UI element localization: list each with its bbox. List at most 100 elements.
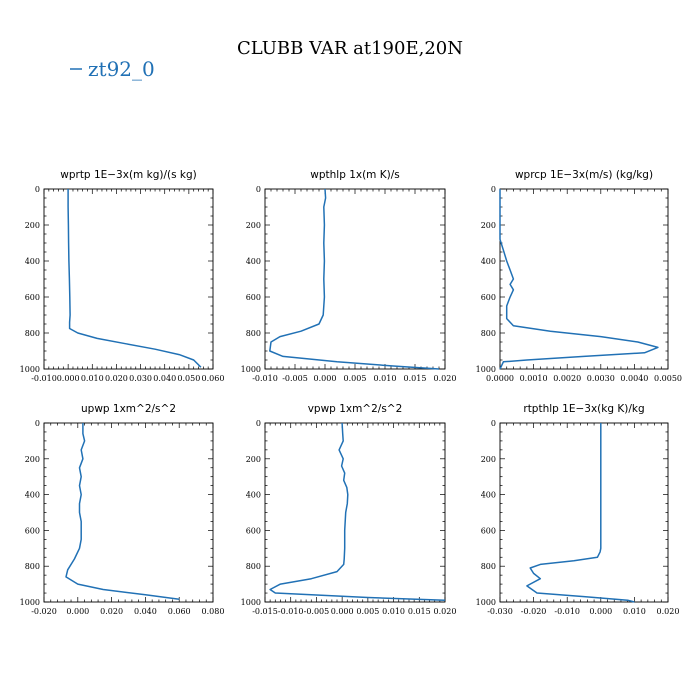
y-tick-label: 0: [256, 419, 261, 428]
x-tick-label: 0.040: [153, 374, 176, 383]
x-tick-label: 0.0030: [587, 374, 615, 383]
x-tick-label: -0.020: [521, 607, 547, 616]
x-tick-label: 0.000: [331, 607, 354, 616]
y-tick-label: 400: [481, 257, 496, 266]
series-line: [499, 189, 659, 370]
y-tick-label: 800: [481, 562, 496, 571]
panel-6: rtpthlp 1E−3x(kg K)/kg -0.030 -0.020 -0.010…: [476, 403, 680, 616]
y-tick-label: 600: [246, 293, 261, 302]
panel-1: wprtp 1E−3x(m kg)/(s kg) -0.010 0.000 0.010…: [20, 169, 225, 383]
x-tick-label: 0.020: [657, 607, 680, 616]
x-tick-label: 0.020: [100, 607, 123, 616]
panel-2: wpthlp 1x(m K)/s -0.010 -0.005 0.000 0.005 0.…: [241, 169, 457, 383]
x-tick-label: 0.0010: [520, 374, 548, 383]
x-tick-label: 0.005: [356, 607, 379, 616]
y-tick-label: 0: [35, 419, 40, 428]
series-line: [67, 189, 202, 368]
y-tick-label: 800: [246, 562, 261, 571]
y-tick-label: 1000: [476, 365, 496, 374]
y-tick-label: 600: [25, 526, 40, 535]
series-line: [65, 423, 180, 601]
y-tick-label: 800: [246, 329, 261, 338]
y-tick-label: 200: [25, 455, 40, 464]
panel-title: wprcp 1E−3x(m/s) (kg/kg): [515, 169, 653, 181]
y-tick-label: 600: [25, 293, 40, 302]
y-tick-label: 0: [256, 185, 261, 194]
y-tick-label: 0: [491, 419, 496, 428]
x-tick-label: 0.0050: [654, 374, 682, 383]
plot-frame: [43, 422, 214, 603]
plot-frame: [499, 188, 669, 370]
panel-title: rtpthlp 1E−3x(kg K)/kg: [523, 403, 644, 415]
y-tick-label: 200: [481, 221, 496, 230]
panel-3: wprcp 1E−3x(m/s) (kg/kg) 0.0000 0.0010 0.00…: [476, 169, 682, 383]
y-tick-label: 200: [25, 221, 40, 230]
x-tick-label: 0.010: [81, 374, 104, 383]
x-tick-label: 0.010: [374, 374, 397, 383]
y-tick-label: 200: [246, 455, 261, 464]
x-tick-label: -0.005: [282, 374, 308, 383]
x-tick-label: -0.015: [252, 607, 278, 616]
y-tick-label: 0: [491, 185, 496, 194]
series-line: [526, 423, 635, 603]
x-tick-label: 0.020: [434, 607, 457, 616]
x-tick-label: 0.030: [129, 374, 152, 383]
y-tick-label: 400: [246, 257, 261, 266]
y-tick-label: 200: [481, 455, 496, 464]
legend-label: zt92_0: [88, 57, 155, 81]
y-tick-label: 600: [481, 526, 496, 535]
plot-frame: [499, 422, 669, 603]
x-tick-label: 0.0020: [553, 374, 581, 383]
plot-frame: [264, 188, 446, 370]
y-tick-label: 400: [246, 491, 261, 500]
x-tick-label: 0.000: [66, 607, 89, 616]
x-tick-label: 0.060: [168, 607, 191, 616]
x-tick-label: -0.020: [31, 607, 57, 616]
panel-4: upwp 1xm^2/s^2 -0.020 0.000 0.020 0.040 0.060…: [20, 403, 225, 616]
y-tick-label: 1000: [241, 598, 261, 607]
y-tick-label: 400: [25, 257, 40, 266]
x-tick-label: 0.015: [408, 607, 431, 616]
x-tick-label: 0.0000: [486, 374, 514, 383]
x-tick-label: 0.020: [105, 374, 128, 383]
x-tick-label: -0.010: [554, 607, 580, 616]
panel-title: upwp 1xm^2/s^2: [81, 403, 176, 415]
y-tick-label: 1000: [241, 365, 261, 374]
x-tick-label: 0.000: [57, 374, 80, 383]
y-tick-label: 1000: [20, 365, 40, 374]
x-tick-label: 0.000: [589, 607, 612, 616]
x-tick-label: 0.080: [202, 607, 225, 616]
panel-5: vpwp 1xm^2/s^2-0.015 -0.010 -0.005 0.000 0.0…: [241, 403, 457, 616]
plot-frame: [264, 422, 446, 603]
series-line: [269, 422, 446, 601]
x-tick-label: 0.020: [434, 374, 457, 383]
y-tick-label: 1000: [476, 598, 496, 607]
figure-title: CLUBB VAR at190E,20N: [237, 38, 463, 59]
x-tick-label: 0.010: [382, 607, 405, 616]
x-tick-label: 0.040: [134, 607, 157, 616]
y-tick-label: 400: [25, 491, 40, 500]
y-tick-label: 800: [25, 562, 40, 571]
panel-title: wpthlp 1x(m K)/s: [310, 169, 400, 181]
y-tick-label: 600: [481, 293, 496, 302]
panels: wprtp 1E−3x(m kg)/(s kg)-0.010 0.000 0.010…: [20, 169, 682, 616]
x-tick-label: -0.010: [31, 374, 57, 383]
x-tick-label: -0.005: [304, 607, 330, 616]
panel-title: wprtp 1E−3x(m kg)/(s kg): [60, 169, 197, 181]
y-tick-label: 800: [25, 329, 40, 338]
x-tick-label: -0.010: [252, 374, 278, 383]
x-tick-label: -0.010: [278, 607, 304, 616]
series-line: [269, 188, 440, 370]
y-tick-label: 400: [481, 491, 496, 500]
x-tick-label: 0.050: [177, 374, 200, 383]
x-tick-label: 0.010: [623, 607, 646, 616]
x-tick-label: 0.0040: [620, 374, 648, 383]
y-tick-label: 200: [246, 221, 261, 230]
y-tick-label: 1000: [20, 598, 40, 607]
x-tick-label: 0.005: [344, 374, 367, 383]
x-tick-label: 0.060: [202, 374, 225, 383]
y-tick-label: 0: [35, 185, 40, 194]
x-tick-label: 0.015: [404, 374, 427, 383]
panel-title: vpwp 1xm^2/s^2: [308, 403, 403, 415]
